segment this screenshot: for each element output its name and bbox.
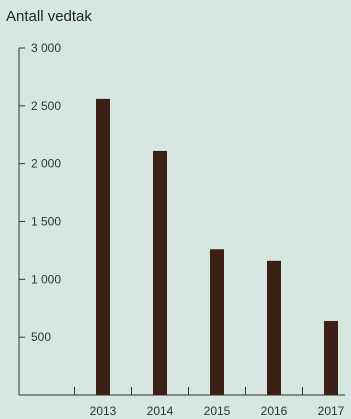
y-tick-label: 1 500: [31, 215, 61, 229]
bar-2016: [267, 260, 281, 395]
bar-2014: [153, 150, 167, 395]
x-tick-label: 2017: [318, 404, 345, 418]
x-tick-label: 2016: [261, 404, 288, 418]
y-tick-label: 2 000: [31, 157, 61, 171]
chart-title: Antall vedtak: [6, 8, 92, 25]
bar-2017: [324, 320, 338, 395]
y-tick-label: 3 000: [31, 41, 61, 55]
y-tick-label: 2 500: [31, 99, 61, 113]
x-tick-label: 2013: [90, 404, 117, 418]
y-tick-label: 500: [31, 330, 51, 344]
x-tick-label: 2015: [204, 404, 231, 418]
bar-2013: [96, 98, 110, 395]
x-tick-label: 2014: [147, 404, 174, 418]
y-tick-label: 1 000: [31, 272, 61, 286]
bar-2015: [210, 249, 224, 395]
